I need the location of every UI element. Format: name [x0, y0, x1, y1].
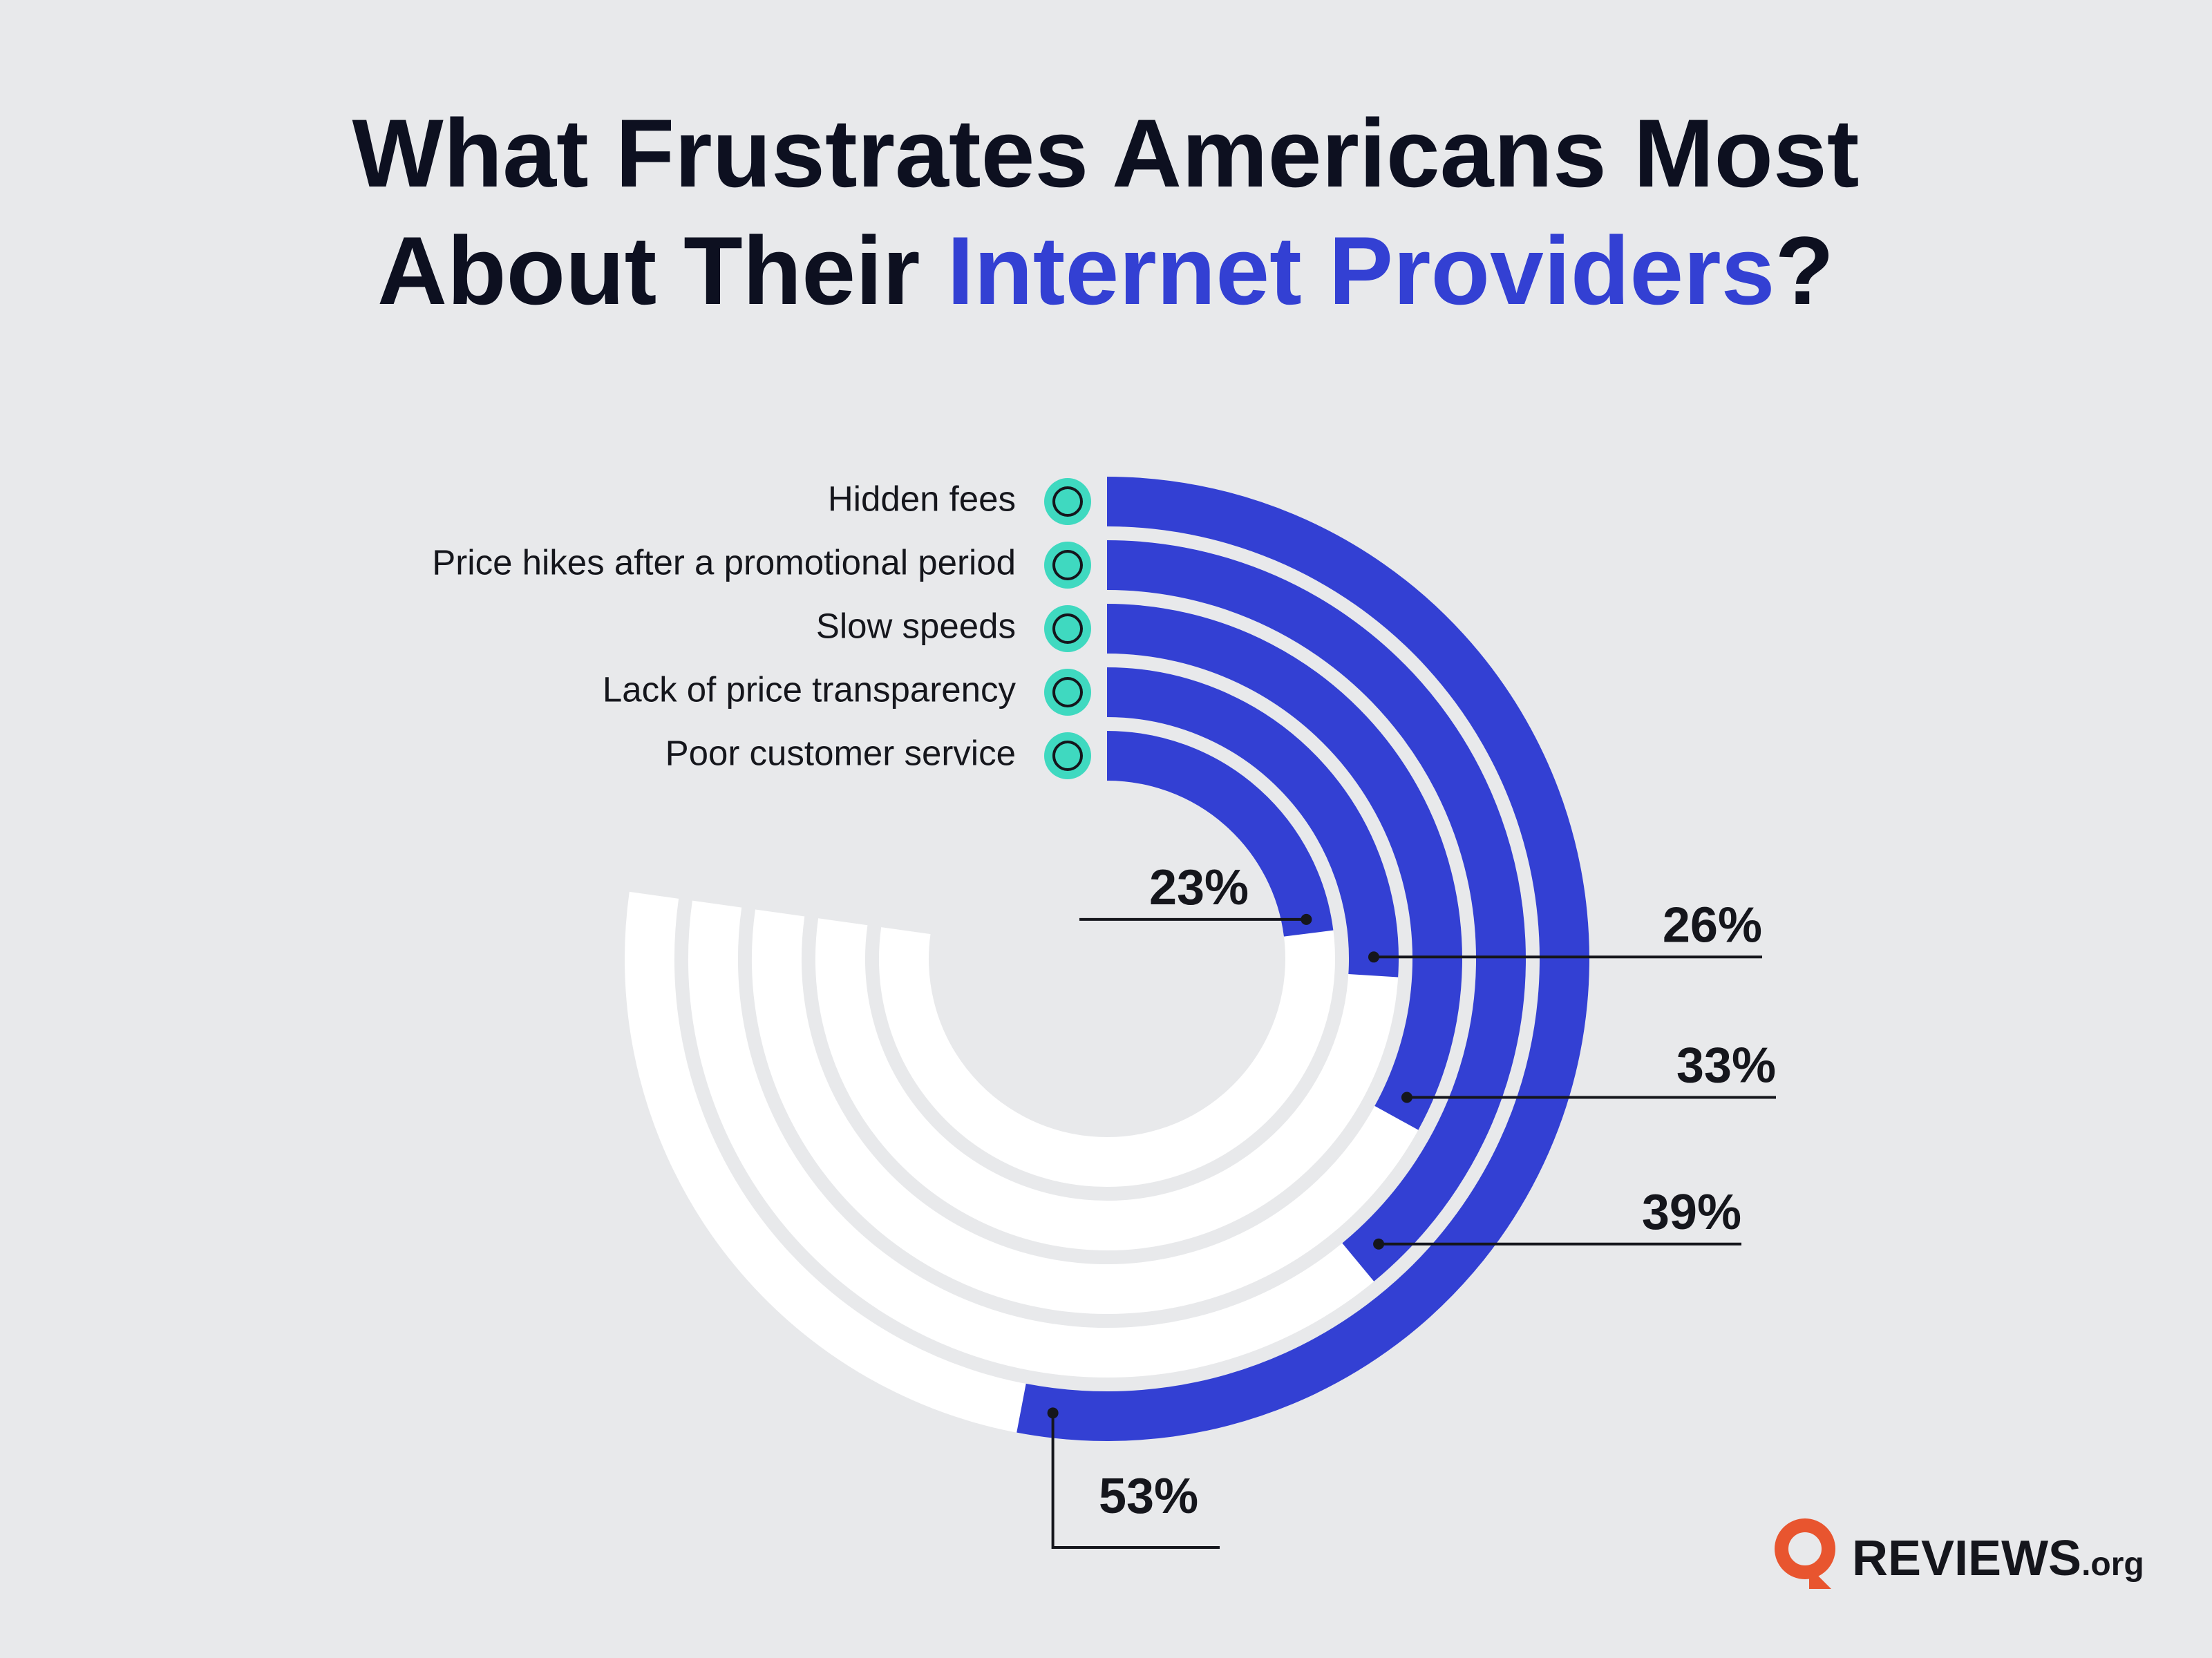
title-part: About Their [377, 216, 947, 325]
logo-icon [1809, 1567, 1831, 1589]
logo-suffix: .org [2081, 1546, 2144, 1583]
bar [1106, 540, 1526, 1281]
category-label: Slow speeds [816, 606, 1016, 645]
icon [1044, 732, 1091, 779]
chart-title: What Frustrates Americans Most [352, 99, 1860, 207]
logo-name: REVIEWS [1852, 1531, 2081, 1586]
chart-title: About Their Internet Providers? [377, 216, 1834, 325]
value-label: 39% [1642, 1185, 1741, 1240]
value-label: 53% [1099, 1469, 1198, 1524]
icon-detail [1052, 613, 1083, 644]
value-label: 33% [1676, 1038, 1776, 1093]
leader-line [1051, 1413, 1220, 1549]
icon [1044, 478, 1091, 525]
icon [1044, 605, 1091, 652]
category-label: Lack of price transparency [603, 669, 1017, 709]
title-highlight: Internet Providers [947, 216, 1775, 325]
icon-detail [1052, 741, 1083, 771]
category-label: Hidden fees [828, 479, 1016, 518]
value-label: 26% [1663, 897, 1762, 953]
logo-icon [1775, 1518, 1835, 1579]
value-label: 23% [1149, 860, 1249, 915]
logo: REVIEWS.org [1775, 1518, 2144, 1589]
bar [1106, 667, 1399, 978]
bar [1017, 477, 1589, 1441]
category-label: Price hikes after a promotional period [432, 542, 1016, 582]
bar [1106, 604, 1462, 1130]
icon [1044, 542, 1091, 589]
category-label: Poor customer service [665, 733, 1016, 772]
icon-detail [1052, 486, 1083, 517]
icon [1044, 669, 1091, 716]
icon-detail [1052, 677, 1083, 707]
icon-detail [1052, 550, 1083, 580]
title-part: ? [1775, 216, 1834, 325]
logo-text: REVIEWS.org [1852, 1531, 2144, 1586]
bar [1106, 731, 1334, 937]
